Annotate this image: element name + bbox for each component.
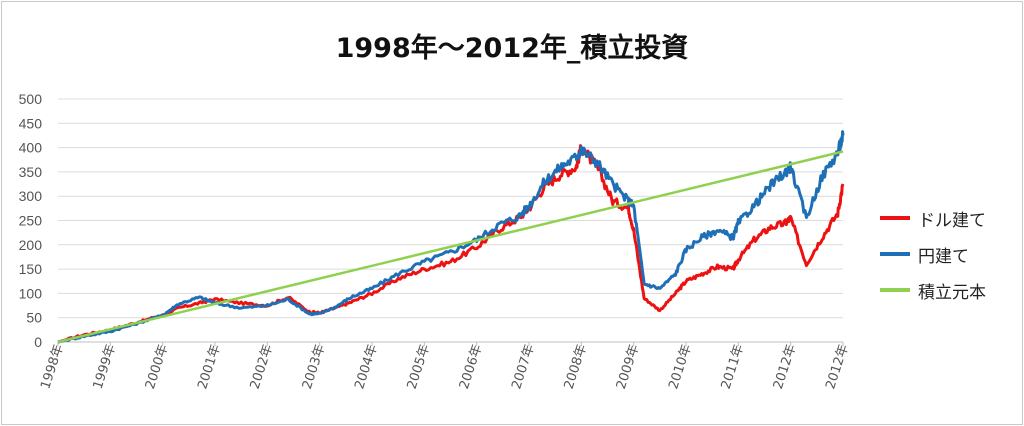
x-tick-label: 1998年 bbox=[38, 343, 67, 391]
y-tick-label: 200 bbox=[19, 237, 43, 253]
y-tick-label: 100 bbox=[19, 285, 43, 301]
x-tick-label: 2002年 bbox=[248, 343, 277, 391]
y-tick-label: 350 bbox=[19, 164, 43, 180]
legend-item-principal: 積立元本 bbox=[880, 272, 986, 308]
series-line-principal bbox=[57, 150, 844, 344]
y-tick-label: 250 bbox=[19, 213, 43, 229]
legend-label-principal: 積立元本 bbox=[918, 282, 986, 303]
y-tick-label: 500 bbox=[19, 91, 43, 107]
x-tick-label: 2005年 bbox=[405, 343, 434, 391]
y-tick-label: 450 bbox=[19, 115, 43, 131]
x-tick-label: 2008年 bbox=[562, 343, 591, 391]
y-tick-label: 400 bbox=[19, 140, 43, 156]
x-tick-label: 2012年 bbox=[823, 343, 852, 391]
legend: ドル建て 円建て 積立元本 bbox=[880, 200, 986, 308]
x-tick-label: 2007年 bbox=[509, 343, 538, 391]
legend-label-yen: 円建て bbox=[918, 246, 969, 267]
x-tick-label: 2006年 bbox=[457, 343, 486, 391]
x-tick-label: 1999年 bbox=[91, 343, 120, 391]
legend-label-dollar: ドル建て bbox=[918, 210, 986, 231]
legend-item-yen: 円建て bbox=[880, 236, 986, 272]
legend-item-dollar: ドル建て bbox=[880, 200, 986, 236]
chart-title: 1998年～2012年_積立投資 bbox=[335, 33, 689, 64]
legend-swatch-principal bbox=[880, 288, 910, 292]
x-tick-label: 2004年 bbox=[352, 343, 381, 391]
x-tick-label: 2012年 bbox=[771, 343, 800, 391]
legend-swatch-dollar bbox=[880, 216, 910, 220]
x-tick-label: 2010年 bbox=[666, 343, 695, 391]
y-tick-label: 300 bbox=[19, 188, 43, 204]
x-tick-label: 2001年 bbox=[195, 343, 224, 391]
x-tick-label: 2000年 bbox=[143, 343, 172, 391]
y-tick-label: 50 bbox=[26, 310, 42, 326]
x-tick-label: 2011年 bbox=[719, 343, 748, 391]
x-tick-label: 2009年 bbox=[614, 343, 643, 391]
y-tick-label: 150 bbox=[19, 261, 43, 277]
legend-swatch-yen bbox=[880, 252, 910, 256]
x-tick-label: 2003年 bbox=[300, 343, 329, 391]
series-line-yen bbox=[57, 130, 845, 344]
y-tick-label: 0 bbox=[34, 334, 42, 350]
